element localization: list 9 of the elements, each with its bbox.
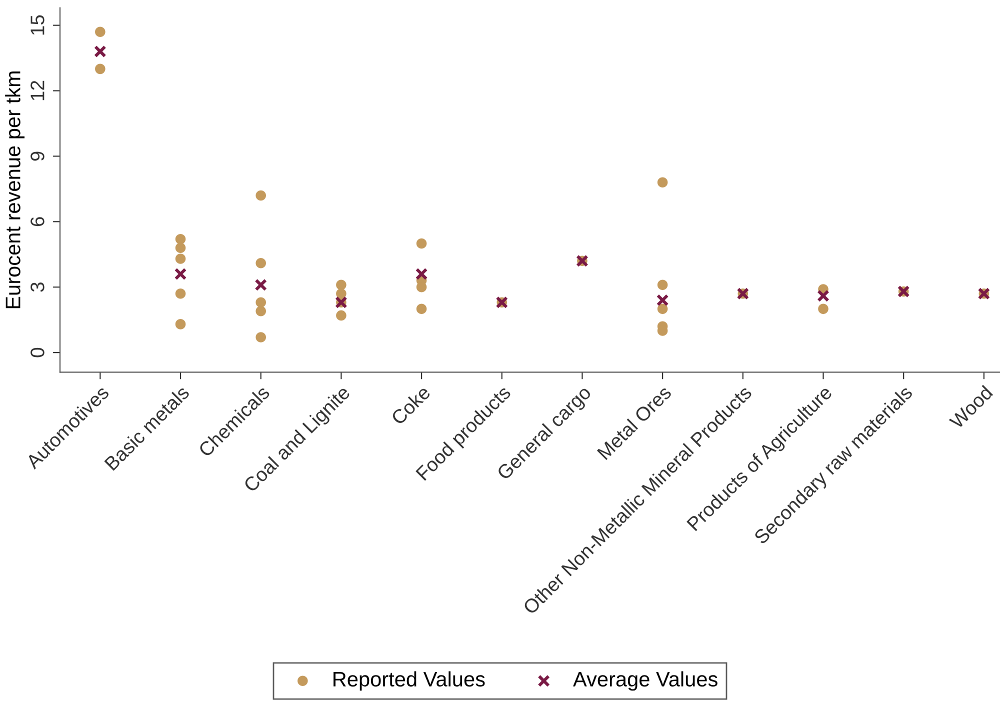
y-tick-label: 12	[30, 80, 44, 100]
legend-label: Reported Values	[334, 671, 485, 691]
y-tick-label: 9	[30, 152, 44, 161]
y-tick-label: 0	[30, 348, 44, 358]
y-axis-title: Eurocent revenue per tkm	[5, 72, 25, 308]
y-tick-label: 15	[30, 15, 44, 35]
legend-label: Average Values	[573, 671, 718, 691]
y-tick-label: 6	[30, 217, 44, 226]
y-tick-label: 3	[30, 282, 44, 292]
